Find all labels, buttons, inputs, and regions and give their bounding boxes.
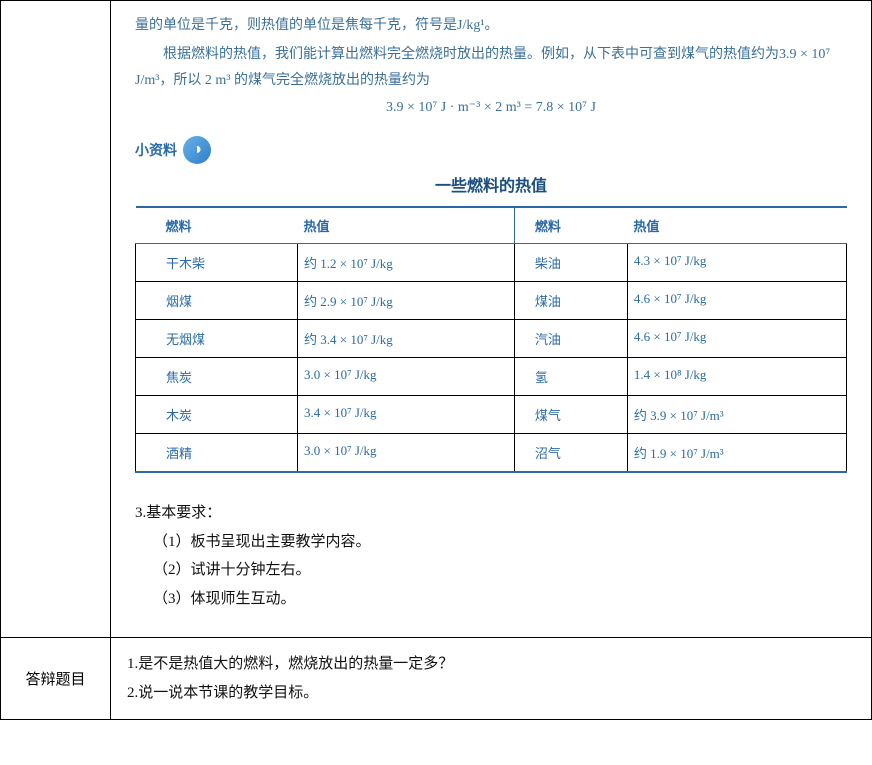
fuel-table: 燃料 热值 燃料 热值 干木柴 约 1.2 × 10⁷ J/kg 柴油 4.3 … [135,206,847,473]
fuel-table-title: 一些燃料的热值 [135,172,847,196]
info-icon: ◑ [183,136,211,164]
cell: 烟煤 [136,281,298,319]
cell: 酒精 [136,433,298,472]
formula: 3.9 × 10⁷ J · m⁻³ × 2 m³ = 7.8 × 10⁷ J [135,99,847,116]
th-heat-1: 热值 [297,207,514,244]
fuel-table-body: 干木柴 约 1.2 × 10⁷ J/kg 柴油 4.3 × 10⁷ J/kg 烟… [136,243,847,472]
info-label-row: 小资料 ◑ [135,136,847,164]
table-row: 焦炭 3.0 × 10⁷ J/kg 氢 1.4 × 10⁸ J/kg [136,357,847,395]
cell: 3.4 × 10⁷ J/kg [297,395,514,433]
paragraph-2: 根据燃料的热值，我们能计算出燃料完全燃烧时放出的热量。例如，从下表中可查到煤气的… [135,42,847,95]
answer-label-cell: 答辩题目 [1,638,111,720]
table-row: 酒精 3.0 × 10⁷ J/kg 沼气 约 1.9 × 10⁷ J/m³ [136,433,847,472]
cell: 4.6 × 10⁷ J/kg [627,319,846,357]
cell: 1.4 × 10⁸ J/kg [627,357,846,395]
answer-content-cell: 1.是不是热值大的燃料，燃烧放出的热量一定多？ 2.说一说本节课的教学目标。 [111,638,872,720]
cell: 3.0 × 10⁷ J/kg [297,433,514,472]
left-blank-cell [1,1,111,638]
cell: 木炭 [136,395,298,433]
cell: 干木柴 [136,243,298,281]
req-item: （3）体现师生互动。 [153,585,847,614]
cell: 柴油 [514,243,627,281]
th-fuel-2: 燃料 [514,207,627,244]
info-icon-glyph: ◑ [192,141,202,159]
requirements-list: （1）板书呈现出主要教学内容。 （2）试讲十分钟左右。 （3）体现师生互动。 [135,528,847,614]
th-fuel-1: 燃料 [136,207,298,244]
table-row: 烟煤 约 2.9 × 10⁷ J/kg 煤油 4.6 × 10⁷ J/kg [136,281,847,319]
cell: 沼气 [514,433,627,472]
cell: 约 2.9 × 10⁷ J/kg [297,281,514,319]
req-item: （1）板书呈现出主要教学内容。 [153,528,847,557]
document-table: 量的单位是千克，则热值的单位是焦每千克，符号是J/kg¹。 根据燃料的热值，我们… [0,0,872,720]
req-item: （2）试讲十分钟左右。 [153,556,847,585]
info-label-text: 小资料 [135,140,177,160]
cell: 无烟煤 [136,319,298,357]
paragraph-1: 量的单位是千克，则热值的单位是焦每千克，符号是J/kg¹。 [135,13,847,40]
cell: 3.0 × 10⁷ J/kg [297,357,514,395]
cell: 焦炭 [136,357,298,395]
cell: 4.6 × 10⁷ J/kg [627,281,846,319]
cell: 约 3.4 × 10⁷ J/kg [297,319,514,357]
answer-q1: 1.是不是热值大的燃料，燃烧放出的热量一定多？ [127,650,855,679]
th-heat-2: 热值 [627,207,846,244]
table-row: 木炭 3.4 × 10⁷ J/kg 煤气 约 3.9 × 10⁷ J/m³ [136,395,847,433]
cell: 4.3 × 10⁷ J/kg [627,243,846,281]
cell: 氢 [514,357,627,395]
answer-q2: 2.说一说本节课的教学目标。 [127,679,855,708]
requirements-heading: 3.基本要求： [135,501,847,522]
fuel-table-header-row: 燃料 热值 燃料 热值 [136,207,847,244]
table-row: 无烟煤 约 3.4 × 10⁷ J/kg 汽油 4.6 × 10⁷ J/kg [136,319,847,357]
cell: 约 1.9 × 10⁷ J/m³ [627,433,846,472]
cell: 煤油 [514,281,627,319]
cell: 煤气 [514,395,627,433]
cell: 约 3.9 × 10⁷ J/m³ [627,395,846,433]
table-row: 干木柴 约 1.2 × 10⁷ J/kg 柴油 4.3 × 10⁷ J/kg [136,243,847,281]
cell: 汽油 [514,319,627,357]
main-content-cell: 量的单位是千克，则热值的单位是焦每千克，符号是J/kg¹。 根据燃料的热值，我们… [111,1,872,638]
cell: 约 1.2 × 10⁷ J/kg [297,243,514,281]
